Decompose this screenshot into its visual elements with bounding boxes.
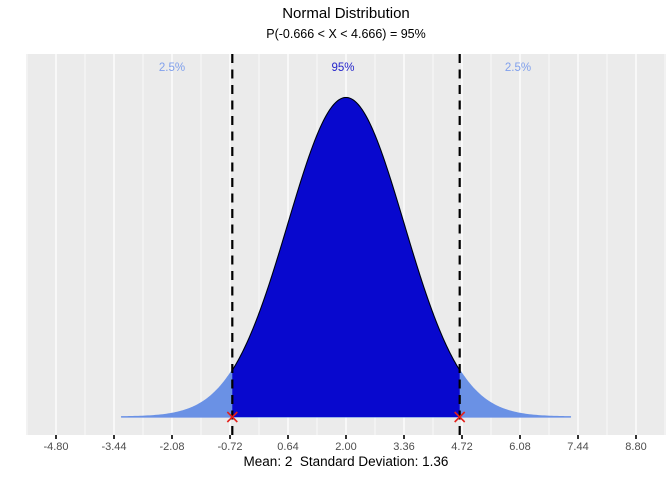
x-axis-tick	[171, 435, 173, 439]
x-axis-tick-label: 2.00	[335, 441, 357, 453]
x-marker-stroke	[454, 411, 466, 423]
x-axis-tick-label: -3.44	[101, 441, 127, 453]
center-percentage-label: 95%	[331, 62, 355, 74]
upper-quantile-x-marker	[454, 411, 466, 423]
right-tail-percentage-label: 2.5%	[504, 62, 532, 74]
x-axis-tick-label: 8.80	[625, 441, 647, 453]
x-axis-tick	[55, 435, 57, 439]
x-axis-tick-label: 7.44	[567, 441, 589, 453]
x-axis-tick-label: 3.36	[393, 441, 415, 453]
x-axis-tick	[345, 435, 347, 439]
left-tail-percentage-label: 2.5%	[158, 62, 186, 74]
chart-title: Normal Distribution	[282, 5, 410, 22]
density-curve-outline	[231, 96, 461, 371]
x-marker-stroke	[226, 411, 238, 423]
x-axis-tick-label: -4.80	[43, 441, 69, 453]
normal-density-chart	[26, 54, 666, 435]
x-axis-title: Mean: 2 Standard Deviation: 1.36	[243, 454, 449, 469]
x-axis-tick	[113, 435, 115, 439]
x-axis-tick-label: 0.64	[277, 441, 299, 453]
plot-panel: 2.5% 95% 2.5%	[26, 54, 666, 435]
x-axis-tick-label: 6.08	[509, 441, 531, 453]
x-axis-tick	[461, 435, 463, 439]
center-area	[232, 97, 460, 417]
x-axis-tick-label: 4.72	[451, 441, 473, 453]
x-axis-tick	[229, 435, 231, 439]
x-axis-tick-label: -0.72	[217, 441, 243, 453]
lower-quantile-x-marker	[226, 411, 238, 423]
x-axis-tick	[635, 435, 637, 439]
x-axis-tick	[577, 435, 579, 439]
x-axis-tick	[519, 435, 521, 439]
x-axis-tick	[403, 435, 405, 439]
chart-subtitle: P(-0.666 < X < 4.666) = 95%	[266, 27, 426, 41]
x-axis-tick	[287, 435, 289, 439]
x-axis-tick-label: -2.08	[159, 441, 185, 453]
